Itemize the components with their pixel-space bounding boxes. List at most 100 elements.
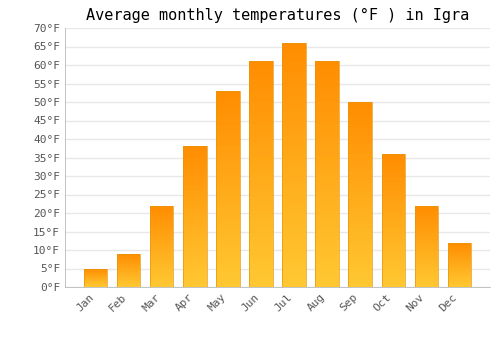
Bar bbox=[316, 120, 338, 125]
Bar bbox=[250, 278, 272, 282]
Bar bbox=[414, 212, 438, 214]
Bar bbox=[150, 280, 174, 282]
Bar bbox=[382, 181, 404, 183]
Bar bbox=[150, 205, 174, 287]
Bar bbox=[382, 276, 404, 279]
Bar bbox=[282, 126, 306, 131]
Bar bbox=[150, 215, 174, 217]
Bar bbox=[216, 166, 240, 169]
Bar bbox=[184, 183, 206, 186]
Bar bbox=[184, 152, 206, 155]
Bar bbox=[316, 260, 338, 265]
Bar bbox=[316, 246, 338, 251]
Bar bbox=[448, 262, 470, 263]
Bar bbox=[282, 209, 306, 214]
Bar bbox=[382, 210, 404, 212]
Bar bbox=[250, 89, 272, 93]
Bar bbox=[282, 258, 306, 262]
Bar bbox=[216, 209, 240, 212]
Bar bbox=[316, 161, 338, 165]
Bar bbox=[184, 279, 206, 281]
Bar bbox=[382, 162, 404, 164]
Bar bbox=[216, 212, 240, 216]
Bar bbox=[448, 274, 470, 275]
Bar bbox=[118, 260, 141, 261]
Bar bbox=[348, 124, 372, 128]
Bar bbox=[216, 99, 240, 103]
Bar bbox=[150, 219, 174, 220]
Bar bbox=[250, 224, 272, 228]
Bar bbox=[118, 255, 141, 256]
Bar bbox=[448, 270, 470, 271]
Bar bbox=[84, 277, 108, 278]
Bar bbox=[448, 246, 470, 247]
Bar bbox=[150, 214, 174, 215]
Bar bbox=[282, 102, 306, 106]
Bar bbox=[414, 222, 438, 224]
Bar bbox=[250, 152, 272, 156]
Bar bbox=[316, 170, 338, 174]
Bar bbox=[382, 199, 404, 202]
Bar bbox=[316, 111, 338, 116]
Bar bbox=[448, 284, 470, 285]
Bar bbox=[316, 273, 338, 278]
Bar bbox=[414, 279, 438, 280]
Bar bbox=[84, 270, 108, 271]
Bar bbox=[316, 152, 338, 156]
Bar bbox=[184, 208, 206, 211]
Bar bbox=[216, 122, 240, 126]
Bar bbox=[382, 226, 404, 229]
Bar bbox=[382, 247, 404, 250]
Bar bbox=[348, 158, 372, 161]
Bar bbox=[448, 258, 470, 259]
Bar bbox=[414, 282, 438, 284]
Bar bbox=[150, 224, 174, 225]
Bar bbox=[448, 243, 470, 244]
Bar bbox=[348, 165, 372, 169]
Bar bbox=[216, 275, 240, 279]
Bar bbox=[282, 243, 306, 248]
Bar bbox=[118, 262, 141, 263]
Bar bbox=[250, 256, 272, 260]
Bar bbox=[382, 252, 404, 255]
Bar bbox=[382, 207, 404, 210]
Bar bbox=[118, 266, 141, 267]
Bar bbox=[414, 261, 438, 262]
Bar bbox=[84, 286, 108, 287]
Bar bbox=[414, 262, 438, 264]
Bar bbox=[348, 117, 372, 120]
Bar bbox=[316, 282, 338, 287]
Bar bbox=[382, 271, 404, 274]
Bar bbox=[250, 70, 272, 75]
Bar bbox=[216, 240, 240, 244]
Bar bbox=[250, 61, 272, 287]
Bar bbox=[382, 170, 404, 173]
Bar bbox=[150, 274, 174, 275]
Bar bbox=[316, 75, 338, 79]
Bar bbox=[282, 277, 306, 282]
Bar bbox=[184, 203, 206, 205]
Bar bbox=[414, 253, 438, 254]
Bar bbox=[184, 197, 206, 200]
Bar bbox=[316, 174, 338, 179]
Bar bbox=[448, 276, 470, 277]
Bar bbox=[216, 169, 240, 173]
Bar bbox=[282, 150, 306, 155]
Bar bbox=[184, 245, 206, 248]
Bar bbox=[150, 259, 174, 261]
Bar bbox=[414, 205, 438, 207]
Bar bbox=[348, 231, 372, 235]
Bar bbox=[118, 285, 141, 286]
Bar bbox=[84, 273, 108, 274]
Bar bbox=[216, 236, 240, 240]
Bar bbox=[348, 128, 372, 132]
Bar bbox=[448, 256, 470, 257]
Bar bbox=[150, 232, 174, 233]
Bar bbox=[348, 202, 372, 205]
Bar bbox=[150, 240, 174, 242]
Bar bbox=[282, 224, 306, 229]
Bar bbox=[118, 261, 141, 262]
Bar bbox=[348, 239, 372, 243]
Bar bbox=[414, 245, 438, 246]
Bar bbox=[282, 165, 306, 170]
